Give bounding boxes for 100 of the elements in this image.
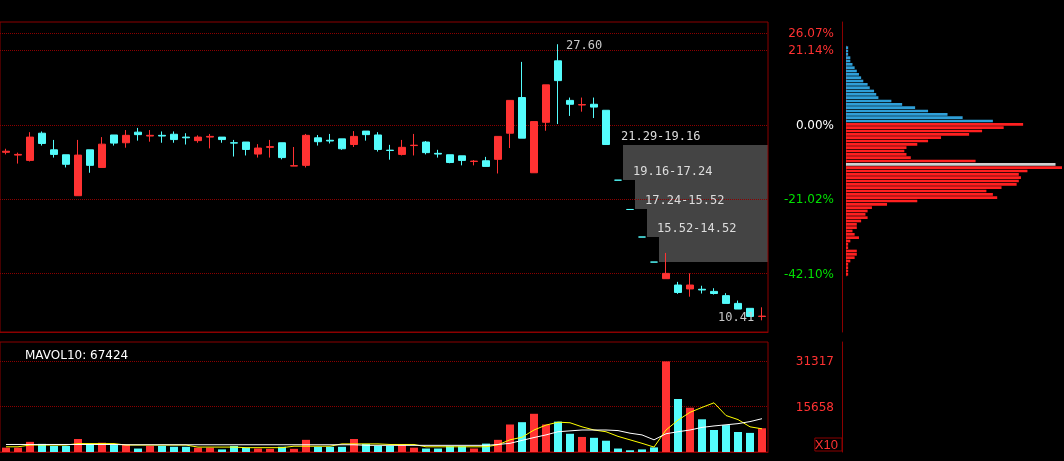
candlestick <box>134 127 142 142</box>
bar <box>410 447 418 452</box>
candlestick <box>218 136 226 144</box>
annotation: 27.60 <box>566 38 603 53</box>
candlestick <box>530 121 538 174</box>
candlestick <box>122 129 130 149</box>
candlestick <box>38 130 46 147</box>
candlestick <box>518 61 526 139</box>
y-axis-title: X10 <box>814 437 838 452</box>
bar <box>846 273 849 276</box>
candlestick <box>278 142 286 160</box>
candlestick <box>674 281 682 295</box>
bar <box>194 447 202 452</box>
bar <box>242 447 250 452</box>
candlestick <box>110 134 118 147</box>
candlestick <box>434 149 442 159</box>
candlestick <box>602 109 610 146</box>
bar <box>846 63 853 66</box>
text: MAVOL10: 67424 <box>25 348 129 362</box>
candlestick <box>182 132 190 146</box>
bar <box>846 73 859 76</box>
candlestick <box>554 43 562 125</box>
candlestick <box>14 152 22 165</box>
bar <box>62 445 70 452</box>
candlestick <box>590 97 598 119</box>
y-tick-label: -42.10% <box>783 266 834 281</box>
bar <box>758 428 766 452</box>
candlestick <box>254 143 262 159</box>
candlestick <box>206 133 214 149</box>
bar <box>846 56 851 59</box>
candlestick <box>2 148 10 155</box>
bar <box>846 233 855 236</box>
candlestick <box>410 133 418 156</box>
candlestick <box>374 131 382 153</box>
bar <box>566 433 574 452</box>
bar <box>374 445 382 452</box>
bar <box>846 256 855 259</box>
bar <box>182 446 190 452</box>
y-tick-label: 0.00% <box>795 118 834 133</box>
candlestick <box>422 140 430 155</box>
annotation: 15.52-14.52 <box>657 221 737 236</box>
bar <box>846 93 877 96</box>
bar <box>158 445 166 452</box>
line-series <box>5 402 763 449</box>
bar <box>846 166 1062 169</box>
bar <box>650 447 658 452</box>
bar <box>846 123 1024 126</box>
candlestick <box>290 146 298 167</box>
annotation: 19.16-17.24 <box>633 164 713 179</box>
bar <box>578 436 586 452</box>
candlestick <box>566 97 574 117</box>
bar <box>846 76 862 79</box>
bar <box>542 424 550 452</box>
candlestick <box>446 154 454 164</box>
candlestick <box>242 141 250 156</box>
candlestick <box>146 129 154 143</box>
y-tick-label: 26.07% <box>788 26 834 41</box>
bar <box>734 432 742 452</box>
bar <box>846 216 868 219</box>
bar <box>602 440 610 452</box>
bar <box>846 193 993 196</box>
bar <box>846 236 859 239</box>
bar <box>846 66 855 69</box>
bar <box>206 447 214 452</box>
bar <box>638 449 646 452</box>
bar <box>674 399 682 452</box>
candlestick <box>62 154 70 168</box>
bar <box>846 223 857 226</box>
line-series <box>5 418 763 446</box>
candlestick <box>98 136 106 168</box>
bar <box>846 163 1056 166</box>
bar <box>722 425 730 452</box>
bar <box>846 266 849 269</box>
bar <box>846 226 857 229</box>
bar <box>846 263 849 266</box>
candlestick <box>506 99 514 149</box>
candlestick <box>494 135 502 174</box>
y-tick-label: 15658 <box>795 399 834 414</box>
bar <box>518 422 526 452</box>
candlestick <box>314 134 322 147</box>
bar <box>846 86 870 89</box>
bar <box>746 432 754 452</box>
bar <box>314 446 322 452</box>
bar <box>110 445 118 452</box>
bar <box>846 183 1017 186</box>
bar <box>170 446 178 452</box>
candlestick <box>758 306 766 321</box>
y-tick-label: 21.14% <box>788 43 834 58</box>
candlestick <box>386 144 394 161</box>
candlestick <box>398 139 406 156</box>
candlestick <box>74 139 82 197</box>
bar <box>326 446 334 452</box>
candlestick <box>194 134 202 144</box>
y-tick-label: 31317 <box>795 354 834 369</box>
bar <box>846 213 866 216</box>
candlestick <box>230 139 238 158</box>
candlestick <box>338 138 346 151</box>
candlestick <box>170 130 178 144</box>
bar <box>338 446 346 452</box>
bar <box>290 448 298 452</box>
